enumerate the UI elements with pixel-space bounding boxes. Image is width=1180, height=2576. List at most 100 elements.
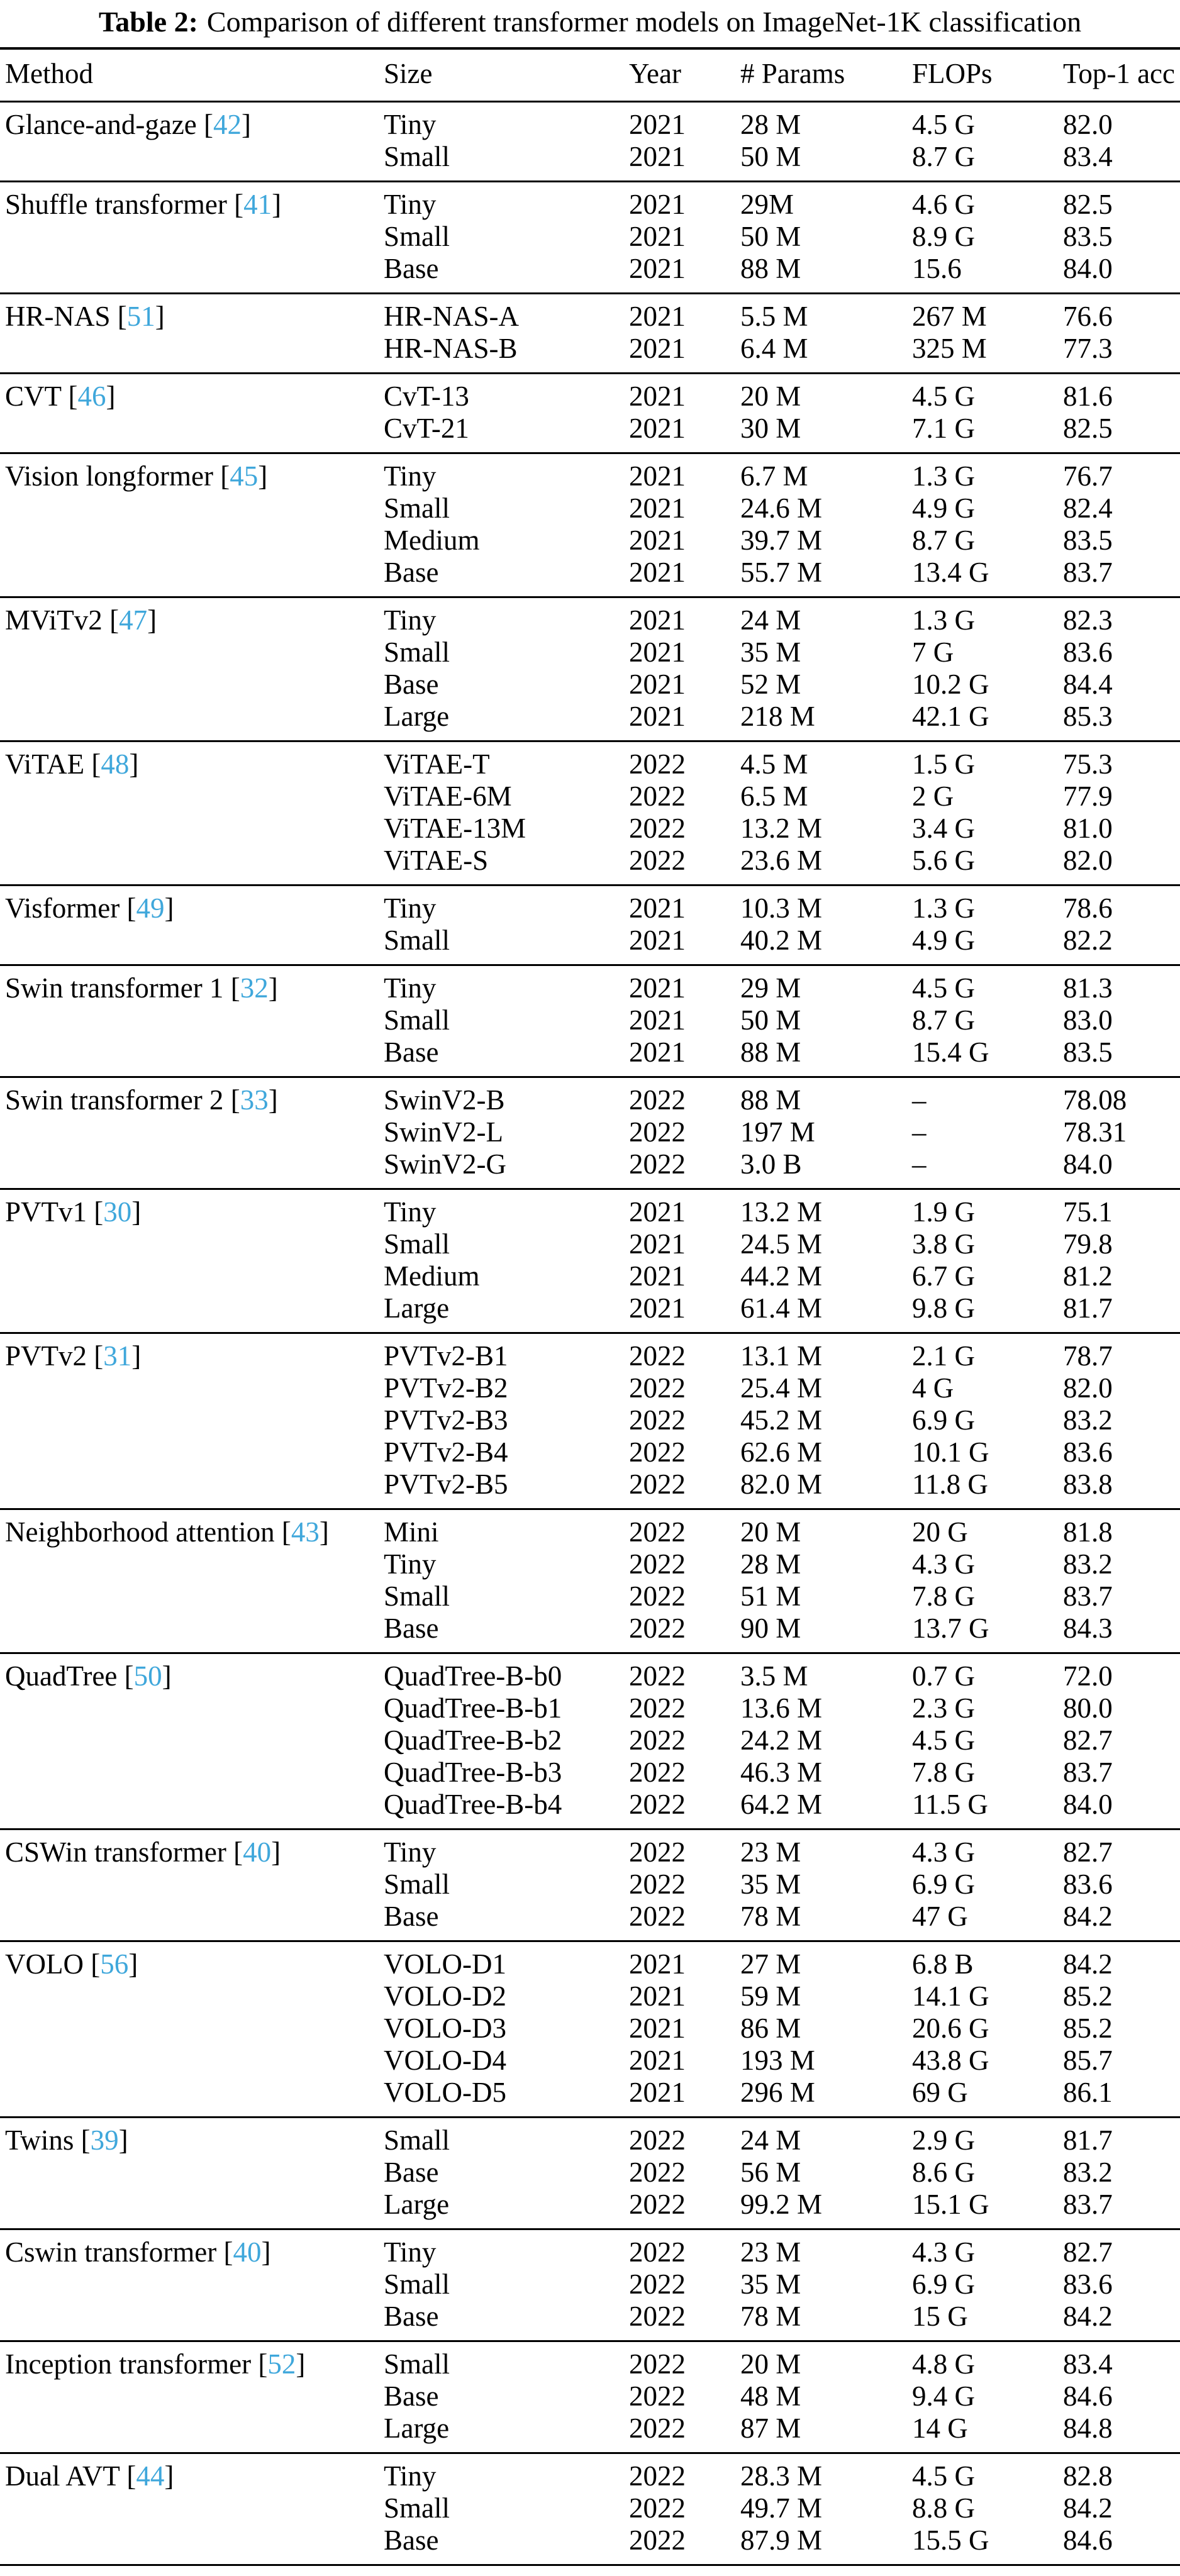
size-cell: VOLO-D4 — [384, 2045, 506, 2076]
citation-link[interactable]: 49 — [136, 892, 165, 924]
flops-cell: 9.4 G — [912, 2380, 975, 2412]
table-row: VOLO [56] VOLO-D1 2021 27 M 6.8 B 84.2 — [0, 1941, 1180, 1981]
params-cell: 61.4 M — [740, 1292, 823, 1324]
table-row: Base 2022 90 M 13.7 G 84.3 — [0, 1613, 1180, 1653]
size-cell: Small — [384, 1004, 450, 1036]
year-cell: 2021 — [629, 1004, 686, 1036]
params-cell: 24 M — [740, 604, 801, 636]
citation-link[interactable]: 30 — [103, 1196, 132, 1228]
method-group: Swin transformer 2 [33] SwinV2-B 2022 88 M –… — [0, 1077, 1180, 1189]
citation-link[interactable]: 52 — [267, 2348, 296, 2380]
flops-cell: 4.5 G — [912, 109, 975, 140]
table-row: QuadTree-B-b3 2022 46.3 M 7.8 G 83.7 — [0, 1757, 1180, 1789]
year-cell: 2021 — [629, 189, 686, 220]
flops-cell: 11.8 G — [912, 1468, 988, 1500]
year-cell: 2021 — [629, 636, 686, 668]
size-cell: ViTAE-S — [384, 845, 489, 876]
citation-link[interactable]: 45 — [230, 460, 259, 492]
params-cell: 6.7 M — [740, 460, 808, 492]
method-cell: Dual AVT [44] — [5, 2460, 174, 2492]
params-cell: 78 M — [740, 2301, 801, 2332]
citation-link[interactable]: 40 — [243, 1836, 272, 1868]
citation-link[interactable]: 33 — [240, 1084, 269, 1116]
table-row: QuadTree-B-b4 2022 64.2 M 11.5 G 84.0 — [0, 1789, 1180, 1829]
year-cell: 2022 — [629, 2236, 686, 2268]
params-cell: 23 M — [740, 1836, 801, 1868]
flops-cell: 15.5 G — [912, 2524, 989, 2556]
params-cell: 25.4 M — [740, 1372, 823, 1404]
size-cell: Base — [384, 2524, 439, 2556]
year-cell: 2022 — [629, 2189, 686, 2220]
year-cell: 2022 — [629, 2460, 686, 2492]
method-name: HR-NAS — [5, 301, 118, 332]
year-cell: 2022 — [629, 1404, 686, 1436]
method-name: Neighborhood attention — [5, 1516, 282, 1548]
citation-link[interactable]: 42 — [213, 109, 242, 140]
method-group: Shuffle transformer [41] Tiny 2021 29M 4.6 G… — [0, 182, 1180, 294]
top1-cell: 84.0 — [1063, 1789, 1113, 1820]
year-cell: 2022 — [629, 2157, 686, 2188]
params-cell: 64.2 M — [740, 1789, 823, 1820]
top1-cell: 75.1 — [1063, 1196, 1113, 1228]
flops-cell: 1.5 G — [912, 748, 975, 780]
year-cell: 2021 — [629, 460, 686, 492]
citation-link[interactable]: 46 — [77, 380, 106, 412]
size-cell: Base — [384, 1901, 439, 1932]
top1-cell: 82.5 — [1063, 413, 1113, 444]
size-cell: Small — [384, 2124, 450, 2156]
method-cell: ViTAE [48] — [5, 748, 139, 780]
flops-cell: 15.6 — [912, 253, 962, 284]
citation-link[interactable]: 56 — [100, 1948, 129, 1980]
year-cell: 2022 — [629, 1613, 686, 1644]
citation-link[interactable]: 48 — [101, 748, 130, 780]
citation-link[interactable]: 44 — [136, 2460, 165, 2492]
params-cell: 50 M — [740, 141, 801, 172]
method-name: Shuffle transformer — [5, 189, 235, 220]
table-header: Method Size Year # Params FLOPs Top-1 acc — [0, 48, 1180, 102]
size-cell: Tiny — [384, 1548, 437, 1580]
top1-cell: 82.0 — [1063, 845, 1113, 876]
params-cell: 62.6 M — [740, 1436, 823, 1468]
flops-cell: 7.8 G — [912, 1580, 975, 1612]
size-cell: PVTv2-B3 — [384, 1404, 508, 1436]
year-cell: 2021 — [629, 221, 686, 252]
year-cell: 2021 — [629, 109, 686, 140]
year-cell: 2022 — [629, 1660, 686, 1692]
params-cell: 6.4 M — [740, 333, 808, 364]
table-row: Base 2021 52 M 10.2 G 84.4 — [0, 669, 1180, 701]
params-cell: 13.2 M — [740, 1196, 823, 1228]
year-cell: 2021 — [629, 604, 686, 636]
top1-cell: 76.6 — [1063, 301, 1113, 332]
citation-link[interactable]: 43 — [291, 1516, 320, 1548]
table-row: ViTAE-13M 2022 13.2 M 3.4 G 81.0 — [0, 813, 1180, 845]
citation-link[interactable]: 51 — [126, 301, 155, 332]
top1-cell: 85.3 — [1063, 701, 1113, 732]
col-size: Size — [384, 58, 433, 89]
size-cell: PVTv2-B1 — [384, 1340, 508, 1372]
method-name: Inception transformer — [5, 2348, 259, 2380]
method-name: CSWin transformer — [5, 1836, 234, 1868]
citation-link[interactable]: 32 — [240, 972, 269, 1004]
size-cell: VOLO-D3 — [384, 2012, 506, 2044]
size-cell: Small — [384, 492, 450, 524]
citation-link[interactable]: 40 — [233, 2236, 262, 2268]
citation-link[interactable]: 41 — [243, 189, 272, 220]
method-name: QuadTree — [5, 1660, 125, 1692]
flops-cell: 4.6 G — [912, 189, 975, 220]
flops-cell: 0.7 G — [912, 1660, 975, 1692]
table-row: Base 2021 88 M 15.6 84.0 — [0, 253, 1180, 294]
size-cell: PVTv2-B5 — [384, 1468, 508, 1500]
year-cell: 2022 — [629, 780, 686, 812]
citation-link[interactable]: 47 — [119, 604, 148, 636]
method-cell: HR-NAS [51] — [5, 301, 165, 332]
citation-link[interactable]: 31 — [103, 1340, 132, 1372]
flops-cell: 4.3 G — [912, 1836, 975, 1868]
flops-cell: 10.1 G — [912, 1436, 989, 1468]
size-cell: QuadTree-B-b2 — [384, 1724, 562, 1756]
top1-cell: 84.6 — [1063, 2380, 1113, 2412]
params-cell: 99.2 M — [740, 2189, 823, 2220]
citation-link[interactable]: 39 — [90, 2124, 119, 2156]
flops-cell: 6.7 G — [912, 1260, 975, 1292]
flops-cell: 2.1 G — [912, 1340, 975, 1372]
citation-link[interactable]: 50 — [133, 1660, 162, 1692]
